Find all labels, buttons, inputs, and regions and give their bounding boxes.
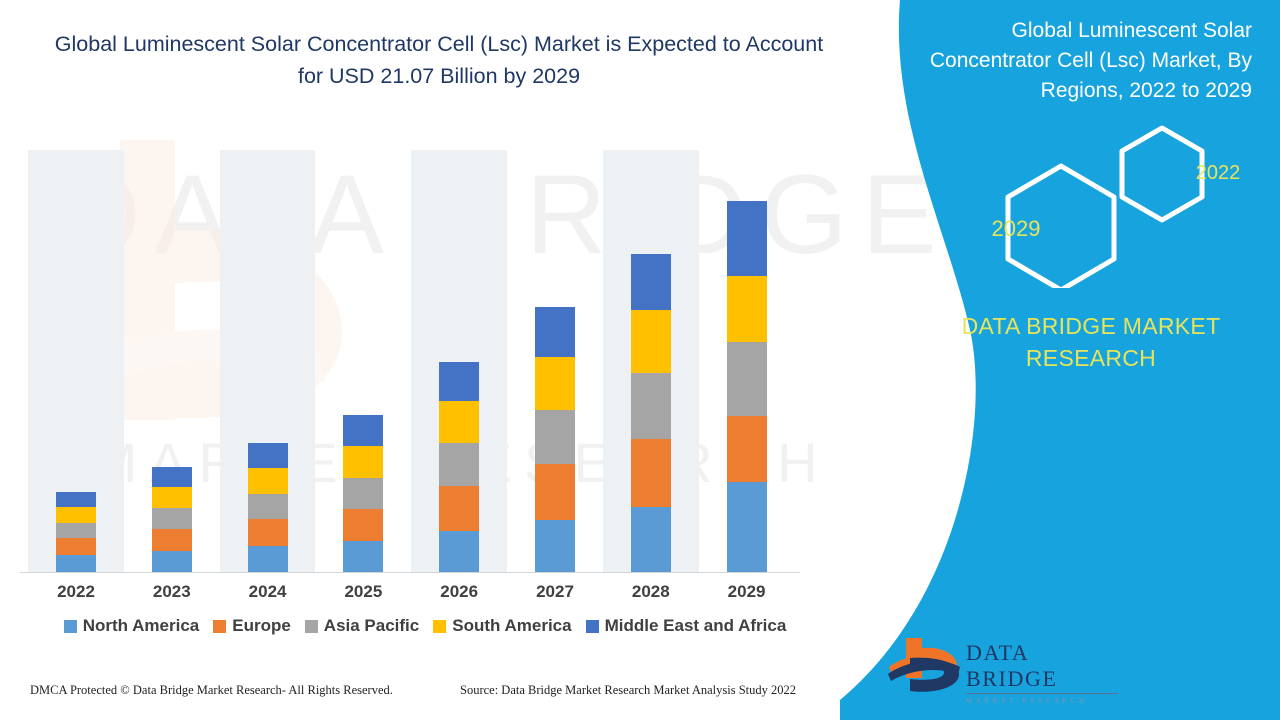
legend-label: South America [452,616,572,635]
footer-copyright: DMCA Protected © Data Bridge Market Rese… [30,683,393,697]
legend-item[interactable]: Europe [213,616,291,636]
chart-bar-segment [630,507,671,572]
chart-bar-segment [535,520,575,572]
legend-item[interactable]: Asia Pacific [304,616,420,636]
legend-label: North America [82,616,200,635]
chart-bar-segment [535,357,575,410]
chart-x-label: 2025 [344,582,383,601]
logo-subtitle: MARKET RESEARCH [966,697,1088,705]
hexagon-outline-icon [1005,125,1205,293]
chart-bar-segment [56,555,96,572]
legend-swatch [304,619,318,633]
legend-swatch [63,619,77,633]
legend-item[interactable]: North America [63,616,200,636]
chart-bar-segment [247,546,288,572]
chart-bar-segment [535,464,575,520]
hex-badge-2029-label: 2029 [991,216,1041,241]
chart-bar-segment [247,443,288,468]
chart-bar[interactable] [726,201,767,572]
chart-bar-segment [630,254,671,310]
legend-swatch [585,619,599,633]
chart-bar-segment [726,342,767,416]
chart-bar-segment [151,508,192,529]
chart-bar-segment [56,507,96,523]
chart-bar[interactable] [535,307,575,572]
legend-item[interactable]: South America [433,616,572,636]
chart-bar-segment [630,439,671,507]
chart-x-label: 2029 [727,582,766,601]
chart-bar-segment [535,307,575,357]
chart-bar-segment [247,519,288,546]
chart-bar-segment [439,362,480,401]
legend-label: Middle East and Africa [604,616,787,635]
chart-x-axis-labels: 2022 2023 2024 2025 2026 2027 2028 2029 [0,582,850,610]
chart-x-label: 2022 [57,582,95,601]
chart-bar-segment [151,467,192,487]
right-panel-brand: DATA BRIDGE MARKET RESEARCH [961,313,1221,371]
legend-item[interactable]: Middle East and Africa [585,616,787,636]
chart-bar-segment [343,415,384,446]
chart-legend: North America Europe Asia Pacific South Ame… [0,616,850,636]
chart-bar-segment [56,538,96,555]
hexagon-badges: 2029 2022 [966,118,1246,293]
chart-bar-segment [151,487,192,508]
chart-x-label: 2027 [536,582,574,601]
chart-bar-segment [56,492,96,507]
chart-bar-segment [343,446,384,478]
company-logo: DATA BRIDGE MARKET RESEARCH [888,634,1118,705]
chart-bar-segment [343,478,384,509]
chart-bar-segment [630,373,671,439]
data-bridge-mark-icon [888,638,960,692]
legend-swatch [213,619,227,633]
footer-source: Source: Data Bridge Market Research Mark… [460,683,797,697]
chart-bar[interactable] [439,362,480,572]
chart-bar-segment [247,494,288,519]
chart-bar[interactable] [630,254,671,572]
legend-label: Asia Pacific [323,616,420,635]
chart-bar-segment [439,531,480,572]
chart-bar-segment [56,523,96,538]
chart-area [0,150,850,580]
chart-bar[interactable] [343,415,384,572]
logo-text-block: DATA BRIDGE MARKET RESEARCH [966,640,1118,705]
chart-bar-segment [151,529,192,551]
chart-bar-segment [343,509,384,541]
chart-bar[interactable] [56,492,96,572]
chart-x-label: 2028 [631,582,670,601]
chart-bar[interactable] [151,467,192,572]
chart-bar[interactable] [247,443,288,572]
chart-bar-segment [630,310,671,373]
chart-bar-segment [726,201,767,276]
chart-bar-segment [439,486,480,531]
chart-bar-segment [726,276,767,342]
legend-label: Europe [232,616,291,635]
chart-x-label: 2023 [152,582,191,601]
logo-name: DATA BRIDGE [966,640,1118,694]
right-panel-title: Global Luminescent Solar Concentrator Ce… [929,19,1252,102]
chart-bar-segment [439,443,480,486]
chart-x-label: 2026 [440,582,479,601]
chart-plot [0,150,850,573]
hex-badge-2022-label: 2022 [1195,162,1241,184]
chart-x-label: 2024 [248,582,287,601]
chart-bar-segment [439,401,480,443]
legend-swatch [433,619,447,633]
chart-axis-line [20,572,800,573]
chart-bar-segment [247,468,288,494]
chart-bar-segment [535,410,575,464]
chart-bar-segment [343,541,384,572]
chart-bar-segment [726,482,767,572]
page-title: Global Luminescent Solar Concentrator Ce… [54,32,824,88]
chart-bar-segment [726,416,767,482]
chart-bar-segment [151,551,192,572]
